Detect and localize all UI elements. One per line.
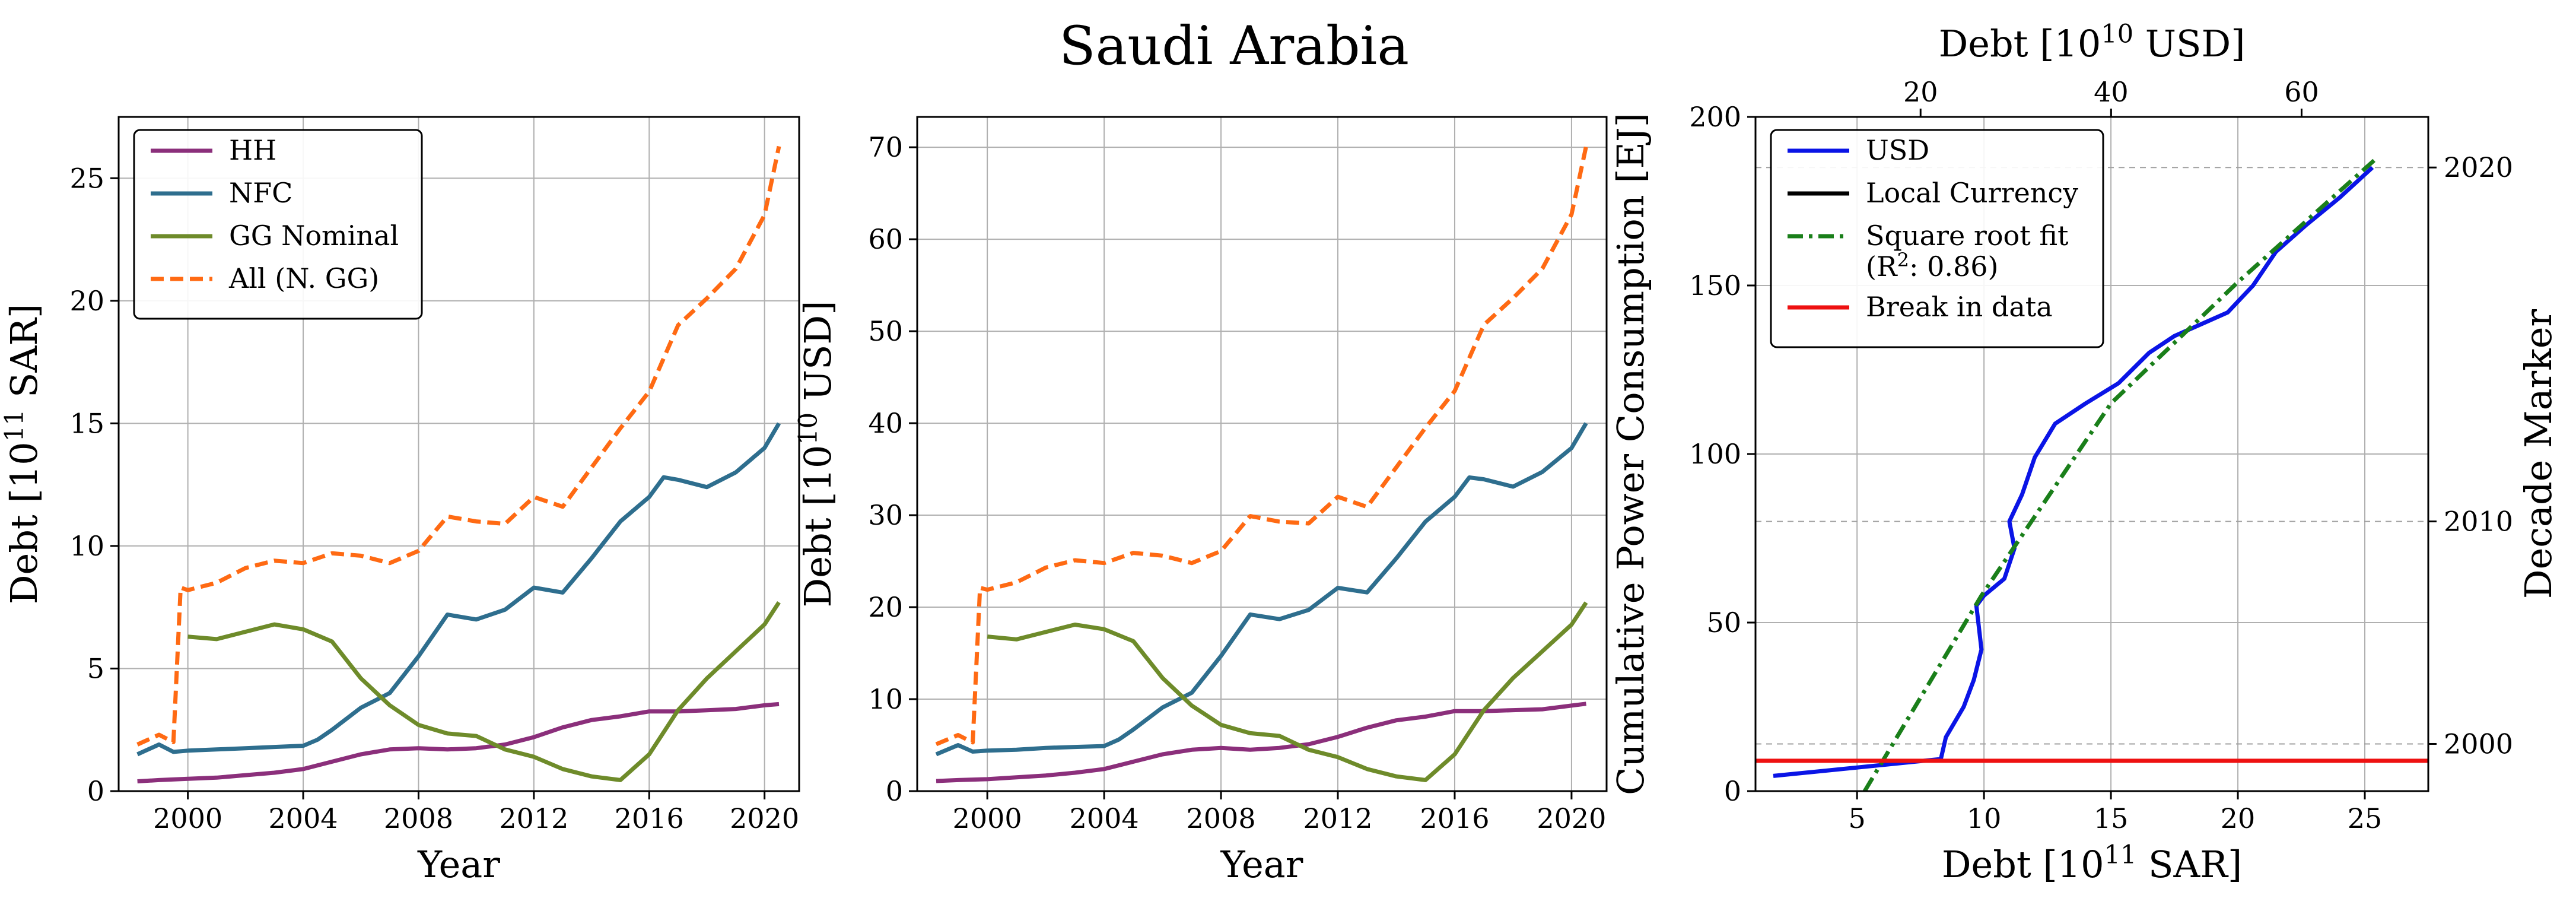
y-axis-label: Debt [1010 USD]: [793, 301, 839, 608]
legend-label: Square root fit: [1866, 220, 2069, 252]
y-tick-label: 200: [1689, 101, 1741, 133]
series-line-nfc: [935, 422, 1588, 757]
x-tick-label: 2020: [1537, 802, 1606, 834]
x-tick-label: 25: [2348, 802, 2383, 834]
top-x-axis-label: Debt [1010 USD]: [1939, 19, 2246, 65]
series-line-hh: [936, 701, 1586, 783]
y-tick-label: 10: [868, 683, 903, 715]
y-tick-label: 20: [868, 591, 903, 623]
panel-left-chart: 2000 2004 2008 2012 2016 2020 0 5 10 15 20 25 Year De…: [0, 116, 800, 886]
y-tick-label: 15: [69, 407, 104, 439]
x-tick-label: 2008: [1187, 802, 1256, 834]
x-tick-label: 2000: [153, 802, 222, 834]
right-y-tick-label: 2000: [2444, 728, 2513, 760]
y-axis-label: Debt [1011 SAR]: [0, 304, 46, 604]
top-x-tick-label: 20: [1903, 76, 1938, 108]
x-tick-label: 2004: [1070, 802, 1139, 834]
y-tick-label: 60: [868, 223, 903, 255]
x-tick-label: 10: [1967, 802, 2002, 834]
x-tick-label: 2016: [615, 802, 684, 834]
series-line-nfc: [136, 422, 781, 757]
x-tick-label: 2004: [269, 802, 338, 834]
x-tick-label: 2012: [1303, 802, 1372, 834]
series-line-gg-nominal: [187, 601, 781, 782]
y-tick-label: 0: [1724, 775, 1741, 807]
y-tick-label: 70: [868, 131, 903, 163]
y-tick-label: 20: [69, 285, 104, 317]
right-y-tick-label: 2020: [2444, 151, 2513, 183]
y-axis-label: Cumulative Power Consumption [EJ]: [1609, 113, 1652, 795]
y-tick-label: 30: [868, 499, 903, 531]
panel-middle-chart: 2000 2004 2008 2012 2016 2020 0 10 20 30 40 50 60 70 Y…: [793, 116, 1608, 886]
series-line-all-n-gg-: [136, 145, 781, 747]
y-tick-label: 150: [1689, 269, 1741, 301]
y-tick-label: 50: [1706, 607, 1741, 639]
legend-label: Break in data: [1866, 291, 2053, 323]
panel-right-chart: 5 10 15 20 25 0 50 100 150 200 Debt [1011 SAR] Cumu…: [1609, 19, 2560, 886]
plot-frame: [916, 116, 1608, 792]
series-line-gg-nominal: [987, 601, 1588, 782]
x-axis-label: Year: [417, 843, 500, 886]
series-line-all-n-gg-: [935, 145, 1588, 747]
y-tick-label: 40: [868, 407, 903, 439]
y-tick-label: 0: [87, 775, 104, 807]
legend-box: [1770, 129, 2104, 348]
x-axis-label: Debt [1011 SAR]: [1942, 840, 2242, 886]
top-x-tick-label: 40: [2094, 76, 2129, 108]
legend-label: All (N. GG): [228, 262, 379, 294]
plot-frame: [117, 116, 800, 792]
y-tick-label: 0: [886, 775, 903, 807]
x-tick-label: 20: [2221, 802, 2256, 834]
top-x-tick-label: 60: [2284, 76, 2319, 108]
y-tick-label: 5: [87, 652, 104, 684]
x-tick-label: 15: [2094, 802, 2129, 834]
legend-label: NFC: [229, 177, 292, 209]
legend-label: USD: [1866, 134, 1929, 166]
legend-label-fit-r2: (R2: 0.86): [1866, 249, 1998, 282]
y-tick-label: 10: [69, 530, 104, 562]
legend-label: HH: [229, 134, 276, 166]
right-y-axis-label: Decade Marker: [2517, 309, 2560, 599]
x-tick-label: 2020: [730, 802, 799, 834]
series-line-hh: [137, 701, 780, 783]
x-axis-label: Year: [1220, 843, 1303, 886]
x-tick-label: 2016: [1420, 802, 1489, 834]
y-tick-label: 50: [868, 315, 903, 347]
x-tick-label: 2012: [499, 802, 568, 834]
figure-suptitle: Saudi Arabia: [1059, 15, 1409, 77]
series-line-usd: [1773, 166, 2374, 778]
legend-label: GG Nominal: [229, 220, 399, 252]
legend-label: Local Currency: [1866, 177, 2078, 209]
x-tick-label: 2008: [384, 802, 453, 834]
x-tick-label: 5: [1849, 802, 1866, 834]
y-tick-label: 25: [69, 162, 104, 194]
right-y-tick-label: 2010: [2444, 506, 2513, 538]
legend-box: [133, 129, 423, 320]
x-tick-label: 2000: [953, 802, 1022, 834]
y-tick-label: 100: [1689, 438, 1741, 470]
